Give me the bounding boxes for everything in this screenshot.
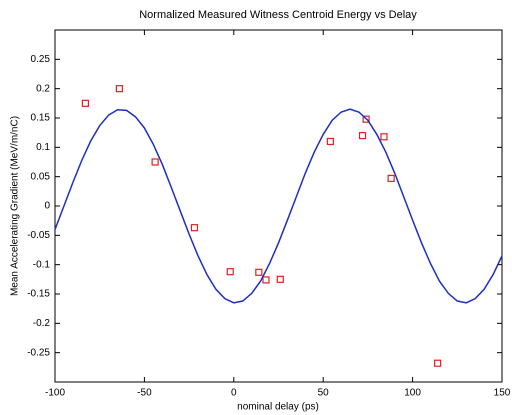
data-point: [255, 268, 263, 276]
x-tick-label: 50: [318, 388, 330, 399]
x-tick-label: -50: [137, 388, 152, 399]
x-tick-label: 150: [494, 388, 511, 399]
data-point: [81, 99, 89, 107]
data-point: [262, 276, 270, 284]
y-axis-label: Mean Accelerating Gradient (MeV/m/nC): [10, 116, 21, 296]
data-point: [115, 85, 123, 93]
y-tick-label: 0.05: [31, 171, 51, 182]
data-point: [326, 137, 334, 146]
y-tick-label: 0: [44, 201, 50, 212]
y-tick-label: -0.05: [27, 230, 50, 241]
data-point: [226, 268, 234, 276]
data-point: [358, 132, 367, 140]
data-point: [190, 224, 199, 232]
x-tick-label: 100: [404, 388, 421, 399]
y-tick-label: -0.15: [27, 289, 50, 300]
data-point: [434, 359, 442, 367]
y-tick-label: 0.2: [36, 83, 50, 94]
plot-frame: [54, 29, 503, 383]
y-tick-label: -0.1: [33, 259, 51, 270]
x-axis-label: nominal delay (ps): [237, 402, 319, 413]
y-tick-label: 0.1: [36, 142, 50, 153]
data-point: [380, 133, 388, 141]
data-point: [151, 158, 159, 166]
data-point: [362, 115, 370, 123]
data-point: [276, 275, 284, 283]
fit-line: [54, 108, 503, 304]
y-tick-label: -0.25: [27, 347, 50, 358]
x-tick-label: -100: [45, 388, 65, 399]
x-tick-label: 0: [231, 388, 237, 399]
data-point: [387, 174, 395, 183]
y-tick-label: -0.2: [33, 318, 51, 329]
y-tick-label: 0.15: [31, 113, 51, 124]
y-tick-label: 0.25: [31, 54, 51, 65]
chart-title: Normalized Measured Witness Centroid Ene…: [139, 9, 417, 21]
